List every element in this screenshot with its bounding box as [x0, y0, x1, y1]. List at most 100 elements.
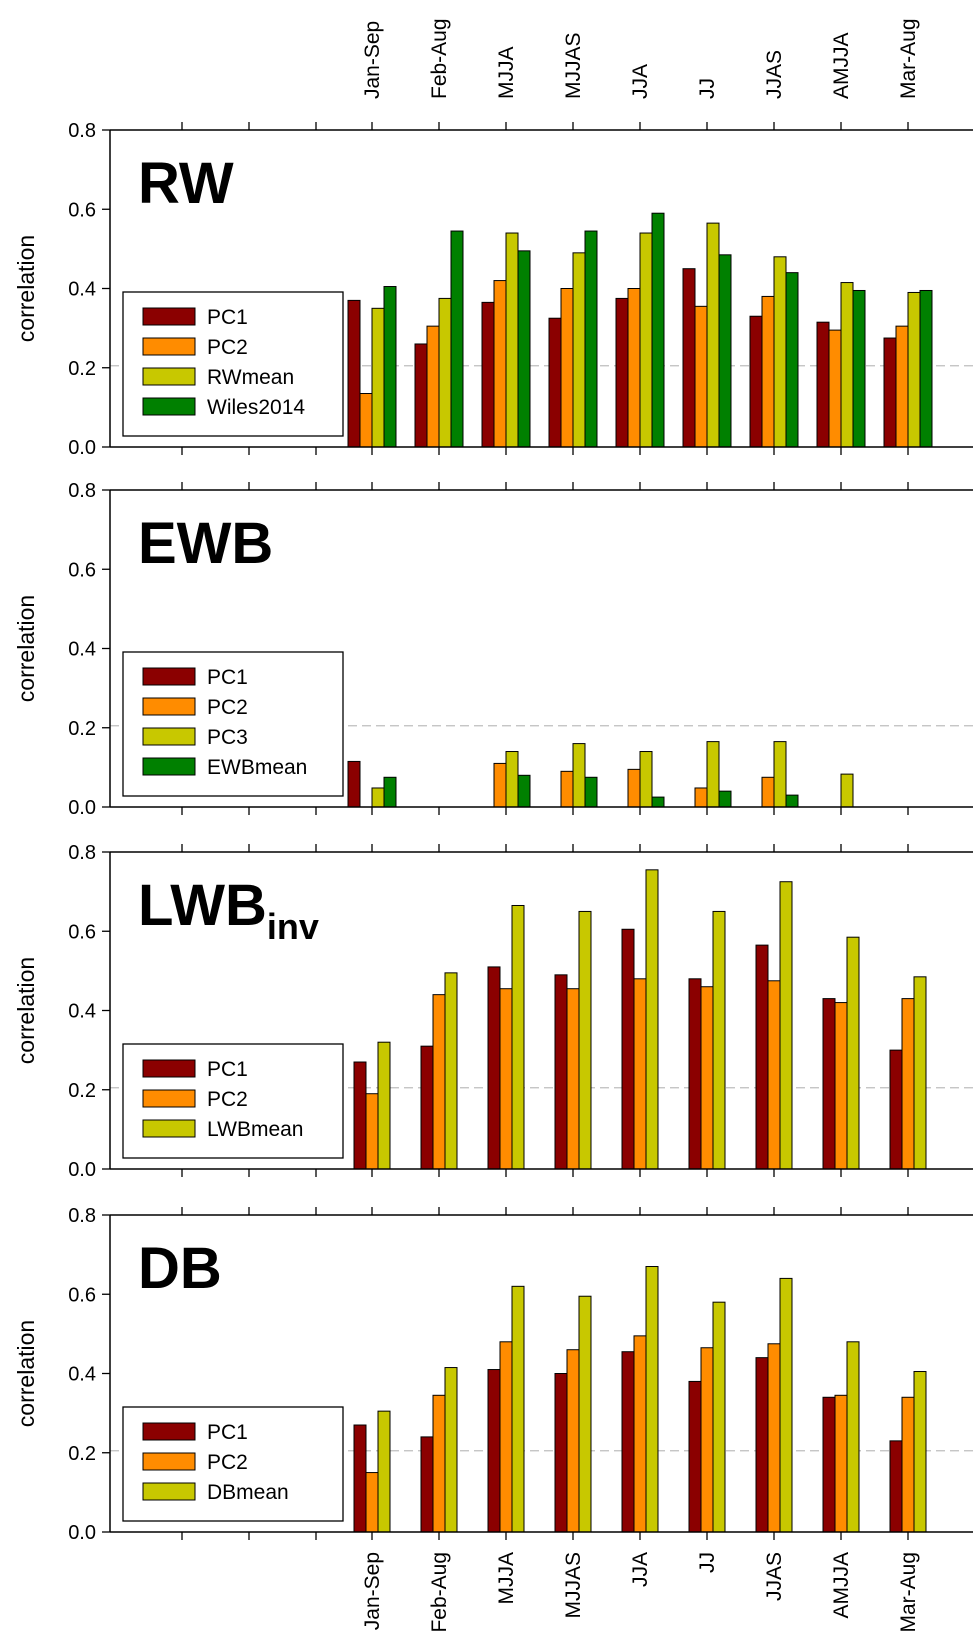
x-category-label-bottom: JJAS	[763, 1552, 786, 1601]
bar-pc2-jj	[700, 1347, 714, 1533]
bar-pc2-jja	[633, 1335, 647, 1533]
bar-pc2-jjas	[761, 776, 775, 808]
legend-swatch-rwmean	[142, 367, 196, 386]
bar-pc1-jjas	[755, 944, 769, 1170]
x-category-label-top: JJAS	[763, 50, 786, 99]
y-tick-label: 0.4	[68, 1001, 96, 1023]
bar-lwbmean-jjas	[779, 881, 793, 1170]
y-tick-label: 0.0	[68, 437, 96, 459]
bar-pc1-jjas	[755, 1357, 769, 1533]
bar-pc2-jan-sep	[365, 1093, 379, 1170]
bar-pc1-jj	[682, 268, 696, 448]
bar-pc1-jan-sep	[353, 1061, 367, 1170]
bar-pc2-mjjas	[560, 288, 574, 448]
bar-ewbmean-jja	[651, 796, 665, 808]
bar-pc1-jja	[615, 297, 629, 448]
bar-pc1-mar-aug	[883, 337, 897, 448]
bar-pc2-mjja	[493, 762, 507, 808]
legend-label-wiles2014: Wiles2014	[207, 396, 305, 419]
bar-rwmean-feb-aug	[438, 297, 452, 448]
bar-pc2-feb-aug	[426, 325, 440, 448]
bar-pc3-jja	[639, 751, 653, 808]
bar-pc2-amjja	[828, 329, 842, 448]
bar-pc2-jja	[627, 288, 641, 448]
bar-pc2-jj	[694, 787, 708, 808]
bar-pc2-jja	[627, 768, 641, 808]
bar-ewbmean-jj	[718, 790, 732, 808]
bar-dbmean-mjjas	[578, 1295, 592, 1533]
y-tick-label: 0.0	[68, 1159, 96, 1181]
bar-lwbmean-jj	[712, 910, 726, 1170]
bar-rwmean-mjjas	[572, 252, 586, 448]
panel-rw: 0.0 0.2 0.4 0.6 0.8 correlation RW PC1 PC2 RWmean…	[13, 18, 973, 459]
bar-pc2-mjjas	[560, 770, 574, 808]
y-tick-label: 0.8	[68, 842, 96, 864]
x-category-label-bottom: Feb-Aug	[428, 1552, 451, 1633]
y-tick-label: 0.4	[68, 279, 96, 301]
x-category-label-bottom: MJJA	[495, 1552, 518, 1605]
bar-pc2-mjjas	[566, 1349, 580, 1533]
bar-pc1-feb-aug	[420, 1045, 434, 1170]
bar-dbmean-mar-aug	[913, 1371, 927, 1533]
x-category-label-top: Feb-Aug	[428, 18, 451, 99]
bar-pc1-jan-sep	[347, 760, 361, 808]
bar-dbmean-jan-sep	[377, 1410, 391, 1533]
bar-ewbmean-mjja	[517, 774, 531, 808]
bar-rwmean-mjja	[505, 232, 519, 448]
bar-pc1-mjja	[481, 301, 495, 448]
bar-rwmean-jan-sep	[371, 307, 385, 448]
bar-ewbmean-jan-sep	[383, 776, 397, 808]
bar-lwbmean-mar-aug	[913, 976, 927, 1170]
bar-pc1-amjja	[822, 1396, 836, 1533]
legend-label-ewbmean: EWBmean	[207, 756, 307, 779]
x-category-label-bottom: Mar-Aug	[897, 1552, 920, 1633]
y-tick-label: 0.2	[68, 358, 96, 380]
bar-pc1-amjja	[822, 998, 836, 1170]
legend-swatch-ewbmean	[142, 757, 196, 776]
bar-ewbmean-mjjas	[584, 776, 598, 808]
legend-swatch-lwbmean	[142, 1119, 196, 1138]
bar-lwbmean-feb-aug	[444, 972, 458, 1170]
bar-pc2-mjja	[493, 280, 507, 448]
bar-wiles2014-jan-sep	[383, 286, 397, 448]
bar-pc2-jj	[700, 986, 714, 1170]
legend-swatch-pc2	[142, 1452, 196, 1471]
legend-label-pc1: PC1	[207, 666, 248, 689]
x-category-label-top: Mar-Aug	[897, 18, 920, 99]
panel-db: 0.0 0.2 0.4 0.6 0.8 correlation DB PC1 PC2 DBmean…	[13, 1205, 973, 1633]
bar-pc2-mjjas	[566, 988, 580, 1170]
bar-lwbmean-mjjas	[578, 910, 592, 1170]
legend-label-pc2: PC2	[207, 1088, 248, 1111]
legend-label-lwbmean: LWBmean	[207, 1118, 303, 1141]
y-tick-label: 0.4	[68, 639, 96, 661]
bar-pc1-mjjas	[554, 974, 568, 1170]
bar-lwbmean-mjja	[511, 904, 525, 1170]
bar-pc2-jjas	[767, 980, 781, 1170]
bar-pc2-amjja	[834, 1002, 848, 1170]
bar-ewbmean-jjas	[785, 794, 799, 808]
legend-label-pc1: PC1	[207, 1058, 248, 1081]
bar-pc3-amjja	[840, 773, 854, 808]
bar-dbmean-mjja	[511, 1285, 525, 1533]
bar-pc1-mjja	[487, 1369, 501, 1533]
y-tick-label: 0.6	[68, 1284, 96, 1306]
y-tick-label: 0.0	[68, 797, 96, 819]
bar-pc1-jjas	[749, 315, 763, 448]
bar-rwmean-jja	[639, 232, 653, 448]
bar-wiles2014-jjas	[785, 272, 799, 448]
legend-label-pc1: PC1	[207, 1421, 248, 1444]
bar-rwmean-jj	[706, 222, 720, 448]
legend-swatch-pc1	[142, 1059, 196, 1078]
y-tick-label: 0.0	[68, 1522, 96, 1544]
bar-pc2-mar-aug	[895, 325, 909, 448]
bar-wiles2014-mjjas	[584, 230, 598, 448]
bar-lwbmean-jan-sep	[377, 1041, 391, 1170]
bar-pc2-mjja	[499, 1341, 513, 1533]
bar-pc3-mjjas	[572, 743, 586, 808]
bar-dbmean-jj	[712, 1301, 726, 1533]
y-tick-label: 0.2	[68, 718, 96, 740]
x-category-label-top: JJ	[696, 78, 719, 99]
bar-pc2-jjas	[761, 295, 775, 448]
bar-pc3-jj	[706, 741, 720, 808]
